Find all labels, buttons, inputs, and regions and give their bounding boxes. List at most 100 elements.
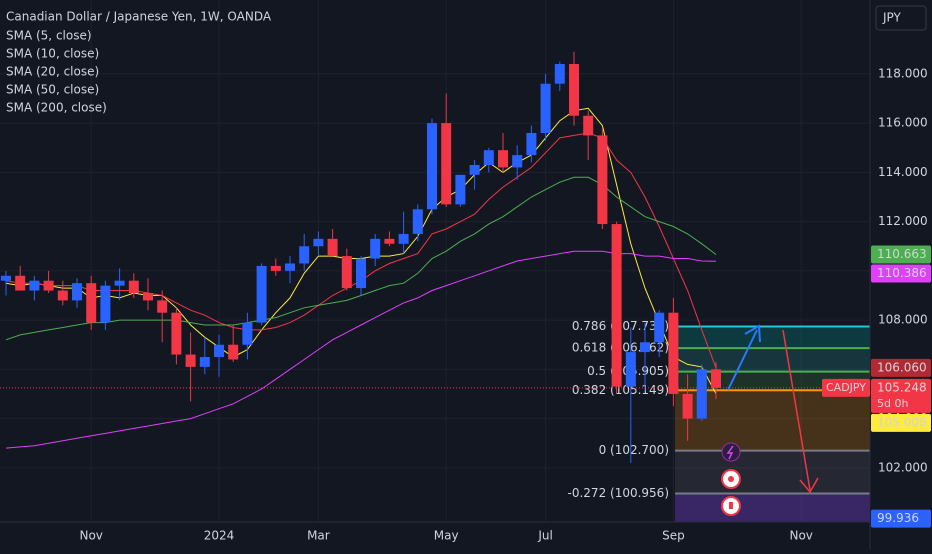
candle-body xyxy=(171,312,182,355)
candle-body xyxy=(483,150,494,165)
candle-body xyxy=(427,123,437,210)
candle-body xyxy=(15,275,26,291)
candle-body xyxy=(1,275,11,281)
x-tick-label: May xyxy=(434,529,459,543)
candle-body xyxy=(583,115,594,136)
candle-body xyxy=(313,238,324,247)
candle-body xyxy=(327,238,338,257)
candle-body xyxy=(57,290,68,301)
candle-body xyxy=(299,246,310,264)
price-label-box xyxy=(871,509,931,528)
candle-body xyxy=(341,256,352,289)
price-label: 105.008 xyxy=(877,415,927,429)
plot-area: 0.786 (107.738)0.618 (106.862)0.5 (105.9… xyxy=(0,0,870,522)
legend-entry[interactable]: SMA (10, close) xyxy=(6,47,99,61)
candle-body xyxy=(668,312,679,394)
sma-line xyxy=(5,250,717,449)
event-icon[interactable] xyxy=(721,442,741,462)
candle-body xyxy=(498,150,508,168)
candle-body xyxy=(199,357,210,367)
candle-body xyxy=(512,155,523,168)
candle-body xyxy=(540,83,551,133)
currency-button[interactable] xyxy=(875,5,927,31)
candle-body xyxy=(412,209,423,234)
candle-body xyxy=(384,238,395,244)
price-label: 106.060 xyxy=(877,360,927,374)
up-arrow-head xyxy=(744,324,761,343)
price-label-box xyxy=(871,245,931,264)
candle-body xyxy=(526,132,537,156)
down-arrow-head xyxy=(799,477,819,494)
candle-body xyxy=(72,283,82,301)
down-arrow xyxy=(782,329,811,491)
drawings xyxy=(727,324,819,494)
candle-body xyxy=(682,393,693,419)
legend-entry[interactable]: SMA (5, close) xyxy=(6,29,92,43)
candle-body xyxy=(214,344,224,358)
up-arrow xyxy=(727,329,758,391)
candle-body xyxy=(242,322,253,345)
fib-band xyxy=(675,450,870,494)
legend-entry[interactable]: SMA (200, close) xyxy=(6,101,107,115)
y-tick-label: 116.000 xyxy=(878,116,928,130)
y-tick-label: 108.000 xyxy=(878,313,928,327)
price-label: 99.936 xyxy=(877,511,919,525)
legend-entry[interactable]: SMA (20, close) xyxy=(6,65,99,79)
symbol-box xyxy=(822,378,870,397)
price-label-box xyxy=(871,358,931,377)
chart-title: Canadian Dollar / Japanese Yen, 1W, OAND… xyxy=(6,10,272,24)
y-tick-label: 118.000 xyxy=(878,66,928,80)
event-icons[interactable] xyxy=(721,442,741,516)
price-label: 110.663 xyxy=(877,247,927,261)
candle-body xyxy=(455,174,466,205)
candle-body xyxy=(654,312,665,343)
candle-body xyxy=(356,258,366,289)
x-tick-label: Jul xyxy=(537,529,552,543)
candle-body xyxy=(696,369,707,419)
price-label: 105.248 xyxy=(877,380,927,394)
candle-body xyxy=(256,265,267,323)
candle-body xyxy=(270,265,281,271)
fib-label: 0 (102.700) xyxy=(599,443,669,457)
price-label-box xyxy=(871,378,931,413)
candle-body xyxy=(711,369,721,388)
candle-body xyxy=(114,280,125,286)
event-flag xyxy=(729,502,733,509)
candle-body xyxy=(370,238,381,259)
candle-body xyxy=(228,344,239,360)
candle-body xyxy=(29,280,40,291)
candle-body xyxy=(569,64,579,116)
fib-band xyxy=(675,493,870,522)
candle-body xyxy=(441,123,452,205)
y-tick-label: 114.000 xyxy=(878,165,928,179)
candle-body xyxy=(157,300,168,313)
candle-body xyxy=(469,164,480,175)
y-tick-label: 112.000 xyxy=(878,214,928,228)
event-dot xyxy=(728,476,734,482)
candle-body xyxy=(86,283,97,323)
fib-band xyxy=(675,371,870,391)
candle-body xyxy=(597,135,608,225)
price-label-box xyxy=(871,264,931,283)
x-tick-label: Sep xyxy=(662,529,685,543)
candle-body xyxy=(185,354,196,367)
currency-label[interactable]: JPY xyxy=(882,11,902,25)
candle-body xyxy=(128,280,139,294)
candle-body xyxy=(554,64,565,84)
candle-body xyxy=(100,285,111,323)
candle-body xyxy=(640,342,650,353)
countdown: 5d 0h xyxy=(877,397,908,410)
candle-body xyxy=(398,233,409,244)
candle-body xyxy=(611,224,622,387)
y-tick-label: 102.000 xyxy=(878,460,928,474)
legend-entry[interactable]: SMA (50, close) xyxy=(6,83,99,97)
fib-band xyxy=(675,348,870,372)
x-tick-label: 2024 xyxy=(204,529,235,543)
price-axis: 102.000104.000106.000108.000110.000112.0… xyxy=(871,66,931,528)
fib-band xyxy=(675,326,870,349)
candle-body xyxy=(43,280,54,291)
lightning xyxy=(726,445,734,460)
x-tick-label: Nov xyxy=(789,529,812,543)
